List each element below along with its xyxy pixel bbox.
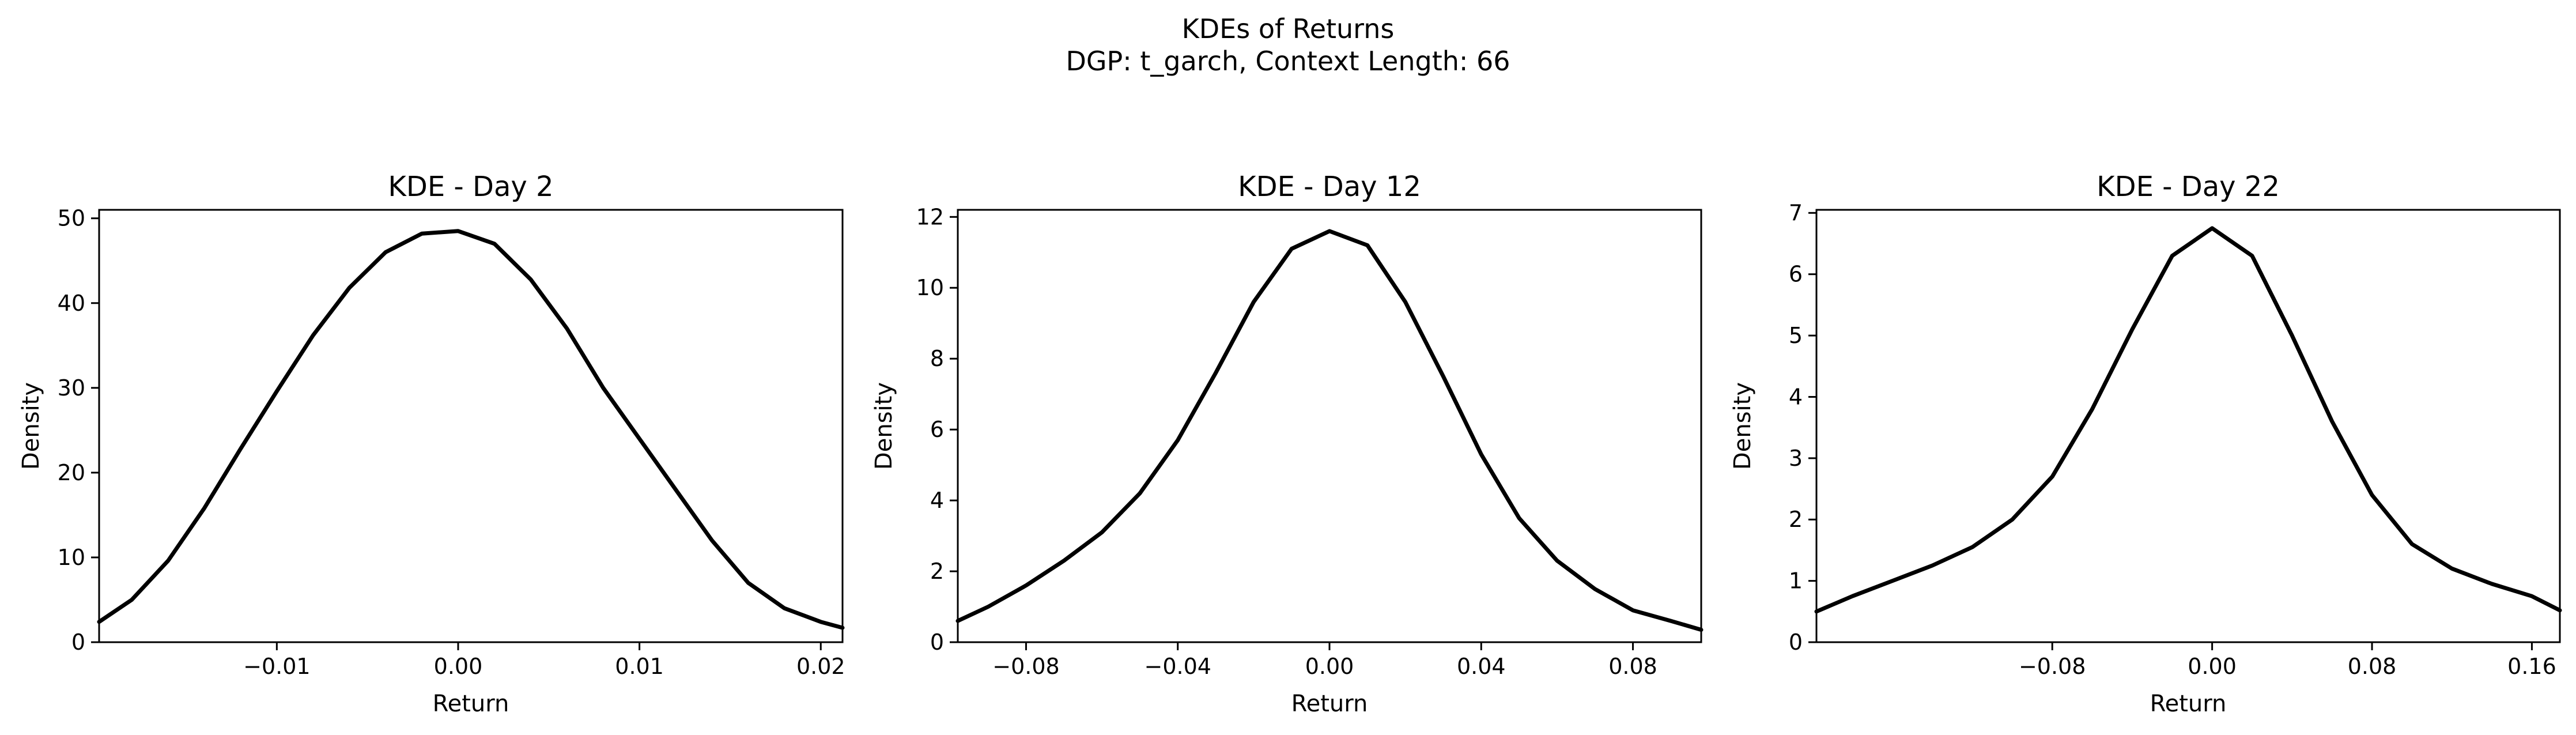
subplot-title: KDE - Day 2: [388, 171, 553, 203]
x-tick-label: 0.00: [1305, 654, 1354, 679]
y-tick-label: 10: [58, 545, 85, 570]
y-tick-label: 40: [58, 291, 85, 316]
panel-day-12: −0.08 −0.04 0.00 0.04 0.08 0 2 4 6 8 10 12 KDE - Day…: [871, 171, 1704, 717]
subplot-title: KDE - Day 12: [1238, 171, 1421, 203]
y-tick-label: 12: [916, 204, 944, 229]
x-axis-label: Return: [433, 691, 509, 717]
plot-area: [957, 209, 1702, 643]
kde-curve: [955, 229, 1704, 632]
subplot-title: KDE - Day 22: [2097, 171, 2280, 203]
figure-title-line1: KDEs of Returns: [1182, 13, 1395, 44]
x-tick-label: 0.16: [2507, 654, 2556, 679]
y-tick-label: 0: [930, 630, 944, 655]
y-tick-label: 5: [1789, 323, 1803, 348]
y-tick-label: 2: [930, 559, 944, 584]
y-tick-label: 6: [930, 417, 944, 442]
x-axis-label: Return: [1291, 691, 1368, 717]
y-tick-label: 0: [71, 630, 85, 655]
x-tick-label: 0.00: [434, 654, 483, 679]
x-tick-label: 0.04: [1457, 654, 1506, 679]
plot-area: [1815, 209, 2561, 643]
y-tick-label: 4: [1789, 384, 1803, 409]
panel-day-2: −0.01 0.00 0.01 0.02 0 10 20 30 40 50 KDE - Day 2 R…: [18, 171, 845, 717]
x-tick-label: 0.01: [615, 654, 664, 679]
y-tick-label: 0: [1789, 630, 1803, 655]
y-axis-label: Density: [18, 382, 44, 470]
y-tick-label: 7: [1789, 200, 1803, 225]
plot-area: [98, 209, 844, 643]
x-tick-label: −0.08: [2019, 654, 2086, 679]
y-tick-label: 1: [1789, 568, 1803, 594]
y-tick-label: 20: [58, 460, 85, 485]
y-axis-label: Density: [871, 382, 897, 470]
panel-day-22: −0.08 0.00 0.08 0.16 0 1 2 3 4 5 6 7 KDE - Day 22 Ret…: [1729, 171, 2562, 717]
figure-title-line2: DGP: t_garch, Context Length: 66: [1066, 46, 1510, 77]
x-tick-label: 0.02: [796, 654, 845, 679]
x-tick-label: 0.08: [2348, 654, 2397, 679]
kde-curve: [97, 229, 845, 630]
y-tick-label: 50: [58, 206, 85, 231]
y-tick-label: 30: [58, 375, 85, 401]
y-tick-label: 10: [916, 275, 944, 300]
y-tick-label: 2: [1789, 507, 1803, 532]
x-tick-label: 0.00: [2188, 654, 2237, 679]
x-tick-label: −0.08: [992, 654, 1059, 679]
y-tick-label: 6: [1789, 262, 1803, 287]
y-tick-label: 3: [1789, 446, 1803, 471]
y-tick-label: 8: [930, 346, 944, 371]
kde-curve: [1814, 226, 2562, 614]
y-axis-label: Density: [1729, 382, 1756, 470]
x-tick-label: −0.04: [1145, 654, 1211, 679]
x-tick-label: −0.01: [243, 654, 310, 679]
y-tick-label: 4: [930, 488, 944, 513]
x-axis-label: Return: [2150, 691, 2227, 717]
x-tick-label: 0.08: [1608, 654, 1657, 679]
